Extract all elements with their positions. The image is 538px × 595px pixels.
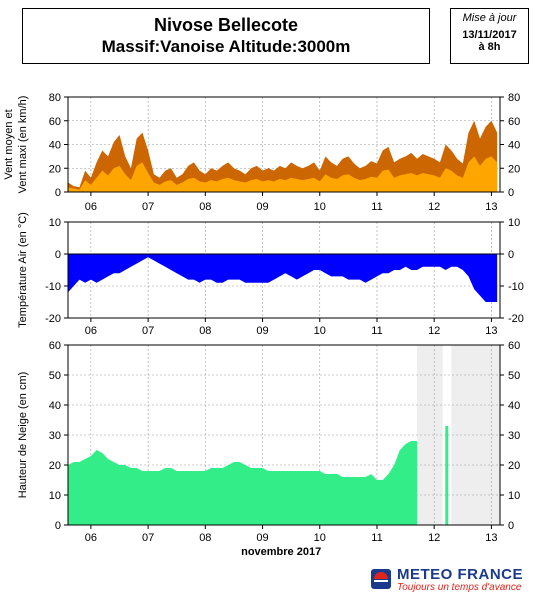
y-tick-label-right: 0 xyxy=(508,187,514,199)
update-box: Mise à jour 13/11/2017 à 8h xyxy=(450,8,529,64)
y-tick-label-right: 30 xyxy=(508,430,520,442)
x-tick-label: 12 xyxy=(428,325,440,337)
y-tick-label-left: 80 xyxy=(49,92,61,104)
x-tick-label: 07 xyxy=(142,532,154,544)
y-tick-label-right: 20 xyxy=(508,460,520,472)
x-tick-label: 09 xyxy=(256,532,268,544)
wind-mean-area xyxy=(68,156,498,192)
missing-data-span xyxy=(451,345,500,525)
x-axis-label: novembre 2017 xyxy=(241,546,321,558)
y-tick-label-right: 40 xyxy=(508,400,520,412)
brand-name: METEO FRANCE xyxy=(397,566,523,583)
y-tick-label-left: 60 xyxy=(49,340,61,352)
y-tick-label-right: 60 xyxy=(508,116,520,128)
x-tick-label: 09 xyxy=(256,201,268,213)
x-tick-label: 08 xyxy=(199,201,211,213)
y-tick-label-right: -10 xyxy=(508,281,524,293)
snow-chart: 0 0 10 10 20 20 30 30 40 40 50 50 60 60 06 07 08 09 10 11 12… xyxy=(17,340,520,558)
x-tick-label: 10 xyxy=(314,325,326,337)
y-tick-label-left: 0 xyxy=(55,520,61,532)
x-tick-label: 09 xyxy=(256,325,268,337)
y-tick-label-left: 40 xyxy=(49,400,61,412)
y-tick-label-right: -20 xyxy=(508,313,524,325)
update-label: Mise à jour xyxy=(462,12,517,24)
x-tick-label: 12 xyxy=(428,532,440,544)
y-tick-label-right: 80 xyxy=(508,92,520,104)
update-date: 13/11/2017 xyxy=(462,29,517,41)
y-tick-label-left: -20 xyxy=(45,313,61,325)
y-tick-label-right: 0 xyxy=(508,249,514,261)
x-tick-label: 11 xyxy=(371,532,382,544)
x-tick-label: 07 xyxy=(142,325,154,337)
x-tick-label: 11 xyxy=(371,201,382,213)
y-tick-label-left: 30 xyxy=(49,430,61,442)
y-tick-label-right: 20 xyxy=(508,163,520,175)
y-axis-label: Vent maxi (en km/h) xyxy=(17,96,29,194)
y-tick-label-left: 0 xyxy=(55,187,61,199)
y-tick-label-left: 60 xyxy=(49,116,61,128)
x-tick-label: 11 xyxy=(371,325,382,337)
y-tick-label-left: 10 xyxy=(49,217,61,229)
massif-subtitle: Massif:Vanoise Altitude:3000m xyxy=(101,37,351,56)
brand-tagline: Toujours un temps d'avance xyxy=(397,582,522,593)
y-tick-label-left: -10 xyxy=(45,281,61,293)
y-tick-label-left: 20 xyxy=(49,163,61,175)
x-tick-label: 06 xyxy=(85,532,97,544)
y-axis-label: Vent moyen et xyxy=(3,109,15,179)
y-tick-label-right: 40 xyxy=(508,140,520,152)
y-tick-label-left: 20 xyxy=(49,460,61,472)
y-tick-label-right: 10 xyxy=(508,217,520,229)
plot-frame xyxy=(67,221,501,319)
meteo-france-logo: METEO FRANCE Toujours un temps d'avance xyxy=(367,566,537,594)
x-tick-label: 10 xyxy=(314,201,326,213)
x-tick-label: 13 xyxy=(485,201,497,213)
x-tick-label: 13 xyxy=(485,325,497,337)
y-tick-label-left: 50 xyxy=(49,370,61,382)
temperature-area xyxy=(68,254,498,302)
wind-chart: 0 0 20 20 40 40 60 60 80 80 06 07 08 09 10 11 12 13 Vent m… xyxy=(3,92,520,213)
update-time: à 8h xyxy=(478,41,501,53)
y-tick-label-left: 40 xyxy=(49,140,61,152)
title-box: Nivose Bellecote Massif:Vanoise Altitude… xyxy=(22,8,430,64)
y-tick-label-right: 50 xyxy=(508,370,520,382)
y-tick-label-left: 0 xyxy=(55,249,61,261)
snow-depth-area xyxy=(68,441,418,525)
temperature-chart: -20 -20 -10 -10 0 0 10 10 06 07 08 09 10 11 12 13 Tempér… xyxy=(17,212,524,337)
y-axis-label: Température Air (en °C) xyxy=(17,212,29,328)
snow-depth-bar xyxy=(445,426,449,525)
y-tick-label-right: 10 xyxy=(508,490,520,502)
x-tick-label: 06 xyxy=(85,201,97,213)
x-tick-label: 08 xyxy=(199,325,211,337)
x-tick-label: 12 xyxy=(428,201,440,213)
station-title: Nivose Bellecote xyxy=(153,15,299,35)
x-tick-label: 08 xyxy=(199,532,211,544)
x-tick-label: 10 xyxy=(314,532,326,544)
y-axis-label: Hauteur de Neige (en cm) xyxy=(17,372,29,499)
logo-mark-icon xyxy=(371,569,391,589)
y-tick-label-right: 60 xyxy=(508,340,520,352)
x-tick-label: 13 xyxy=(485,532,497,544)
x-tick-label: 07 xyxy=(142,201,154,213)
x-tick-label: 06 xyxy=(85,325,97,337)
y-tick-label-left: 10 xyxy=(49,490,61,502)
y-tick-label-right: 0 xyxy=(508,520,514,532)
